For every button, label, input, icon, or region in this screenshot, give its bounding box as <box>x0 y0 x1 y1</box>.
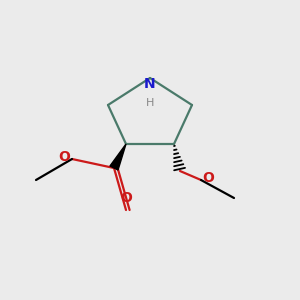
Text: N: N <box>144 76 156 91</box>
Text: O: O <box>120 191 132 206</box>
Text: H: H <box>146 98 154 107</box>
Polygon shape <box>110 144 126 170</box>
Text: O: O <box>202 171 214 184</box>
Text: O: O <box>58 150 70 164</box>
